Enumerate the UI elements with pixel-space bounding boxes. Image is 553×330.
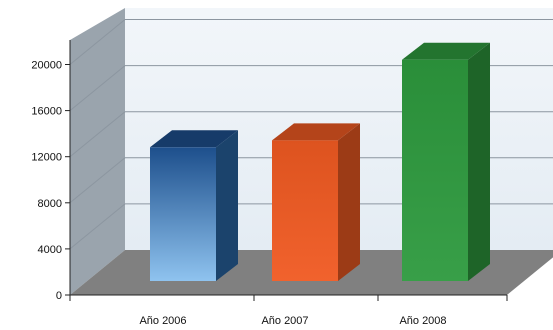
- bar-front-face: [272, 140, 338, 281]
- bar-top-face: [272, 123, 360, 141]
- bars: [150, 42, 490, 282]
- bar-side-face: [468, 42, 490, 281]
- bar-front-face: [402, 59, 468, 281]
- y-tick-label: 16000: [31, 106, 62, 118]
- x-tick-label: Año 2007: [261, 315, 308, 327]
- x-axis: Año 2006 Año 2007 Año 2008: [69, 295, 508, 327]
- bar-top-face: [402, 42, 490, 60]
- bar-side-face: [338, 123, 360, 282]
- gridline-side: [69, 19, 126, 65]
- y-tick-label: 0: [56, 290, 62, 302]
- y-axis: 0 4000 8000 12000 16000 20000: [31, 40, 507, 302]
- bar-3: [402, 42, 490, 281]
- bar-1: [150, 130, 238, 281]
- gridline-side: [69, 203, 126, 250]
- y-tick-label: 20000: [31, 60, 62, 72]
- side-wall: [70, 8, 125, 295]
- bar-2: [272, 123, 360, 282]
- y-tick-label: 8000: [38, 198, 62, 210]
- x-tick-label: Año 2008: [399, 315, 446, 327]
- gridline-side: [69, 157, 126, 204]
- bar-side-face: [216, 130, 238, 281]
- gridline-side: [69, 111, 126, 158]
- gridline-side: [69, 65, 126, 111]
- y-tick-label: 12000: [31, 152, 62, 164]
- y-tick-label: 4000: [38, 244, 62, 256]
- bar-front-face: [150, 147, 216, 281]
- x-tick-label: Año 2006: [139, 315, 186, 327]
- bar-top-face: [150, 130, 238, 148]
